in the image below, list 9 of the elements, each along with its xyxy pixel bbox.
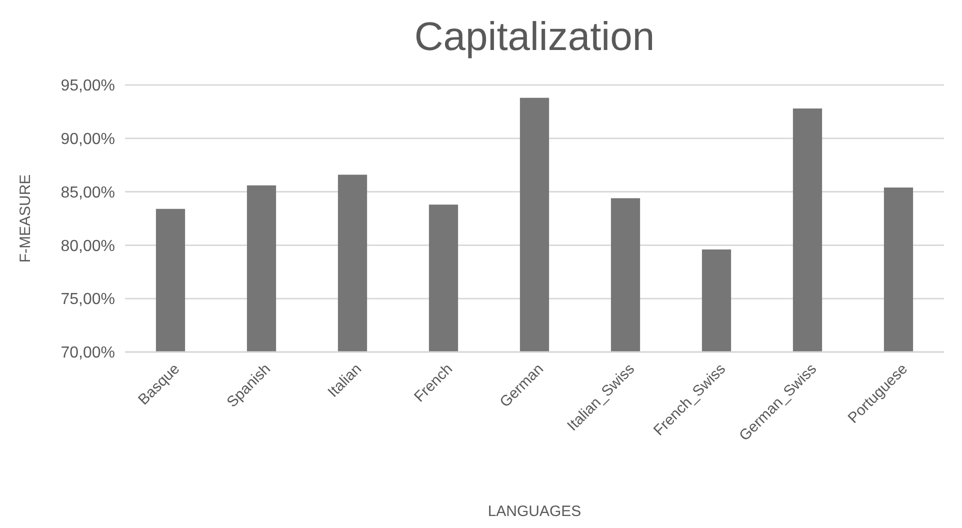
x-axis-title: LANGUAGES [488, 503, 582, 520]
y-axis-title: F-MEASURE [17, 174, 34, 263]
y-tick-label: 75,00% [60, 291, 115, 308]
y-tick-label: 95,00% [60, 78, 115, 95]
chart-title: Capitalization [414, 15, 655, 59]
y-tick-label: 80,00% [60, 238, 115, 255]
y-tick-label: 85,00% [60, 184, 115, 202]
y-tick-label: 90,00% [60, 131, 115, 148]
y-tick-label: 70,00% [60, 344, 115, 362]
